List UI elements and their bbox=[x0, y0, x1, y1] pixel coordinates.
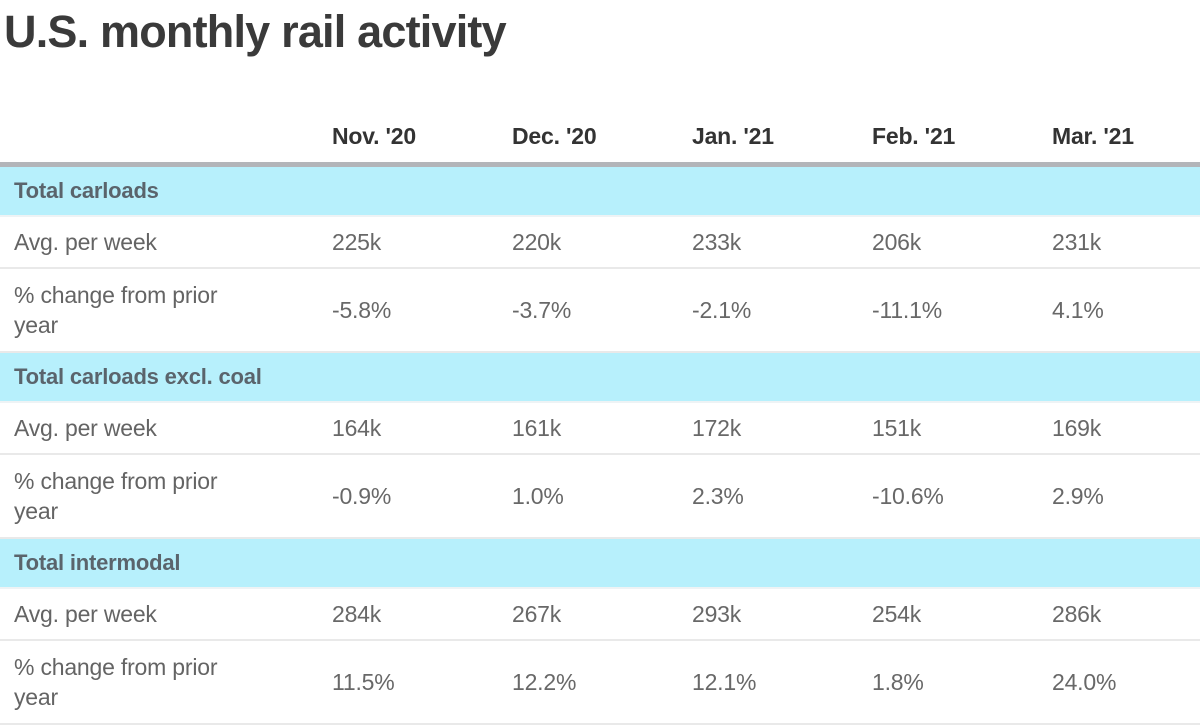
section-header-total-intermodal: Total intermodal bbox=[0, 539, 1200, 589]
value-cell: 220k bbox=[512, 228, 562, 255]
value-cell: 11.5% bbox=[332, 668, 395, 695]
value-cell: -5.8% bbox=[332, 296, 392, 323]
value-cell: -3.7% bbox=[512, 296, 572, 323]
value-cell: 233k bbox=[692, 228, 742, 255]
table-header-row: Nov. '20 Dec. '20 Jan. '21 Feb. '21 Mar.… bbox=[0, 110, 1200, 162]
section-header-total-carloads: Total carloads bbox=[0, 167, 1200, 217]
value-cell: -0.9% bbox=[332, 482, 392, 509]
value-cell: 286k bbox=[1052, 600, 1102, 627]
value-cell: 12.2% bbox=[512, 668, 577, 695]
table-row-carloads-pct-change: % change from prior year -5.8% -3.7% -2.… bbox=[0, 269, 1200, 353]
value-cell: 169k bbox=[1052, 414, 1102, 441]
row-label-avg-per-week: Avg. per week bbox=[14, 414, 157, 441]
table-top-rule bbox=[0, 162, 1200, 167]
value-cell: 293k bbox=[692, 600, 742, 627]
section-header-label: Total intermodal bbox=[14, 550, 181, 575]
value-cell: 4.1% bbox=[1052, 296, 1104, 323]
value-cell: 151k bbox=[872, 414, 922, 441]
value-cell: 161k bbox=[512, 414, 562, 441]
value-cell: 172k bbox=[692, 414, 742, 441]
column-header-jan-21: Jan. '21 bbox=[692, 122, 774, 149]
value-cell: 2.9% bbox=[1052, 482, 1104, 509]
value-cell: 164k bbox=[332, 414, 382, 441]
value-cell: -11.1% bbox=[872, 296, 942, 323]
table-row-intermodal-avg: Avg. per week 284k 267k 293k 254k 286k bbox=[0, 589, 1200, 641]
value-cell: 267k bbox=[512, 600, 562, 627]
section-header-total-carloads-excl-coal: Total carloads excl. coal bbox=[0, 353, 1200, 403]
value-cell: 1.8% bbox=[872, 668, 924, 695]
table-row-excl-coal-pct-change: % change from prior year -0.9% 1.0% 2.3%… bbox=[0, 455, 1200, 539]
value-cell: 206k bbox=[872, 228, 922, 255]
value-cell: 1.0% bbox=[512, 482, 564, 509]
column-header-nov-20: Nov. '20 bbox=[332, 122, 416, 149]
value-cell: 24.0% bbox=[1052, 668, 1117, 695]
row-label-pct-change: % change from prior year bbox=[14, 282, 218, 338]
value-cell: 2.3% bbox=[692, 482, 744, 509]
row-label-pct-change: % change from prior year bbox=[14, 654, 218, 710]
column-header-dec-20: Dec. '20 bbox=[512, 122, 597, 149]
row-label-avg-per-week: Avg. per week bbox=[14, 600, 157, 627]
page-title: U.S. monthly rail activity bbox=[4, 6, 507, 57]
value-cell: 231k bbox=[1052, 228, 1102, 255]
section-header-label: Total carloads bbox=[14, 178, 159, 203]
column-header-feb-21: Feb. '21 bbox=[872, 122, 956, 149]
section-header-label: Total carloads excl. coal bbox=[14, 364, 262, 389]
value-cell: -10.6% bbox=[872, 482, 944, 509]
value-cell: 12.1% bbox=[692, 668, 757, 695]
table-row-carloads-avg: Avg. per week 225k 220k 233k 206k 231k bbox=[0, 217, 1200, 269]
value-cell: 225k bbox=[332, 228, 382, 255]
value-cell: 254k bbox=[872, 600, 922, 627]
column-header-mar-21: Mar. '21 bbox=[1052, 122, 1134, 149]
value-cell: -2.1% bbox=[692, 296, 752, 323]
row-label-avg-per-week: Avg. per week bbox=[14, 228, 157, 255]
table-row-intermodal-pct-change: % change from prior year 11.5% 12.2% 12.… bbox=[0, 641, 1200, 725]
table-row-excl-coal-avg: Avg. per week 164k 161k 172k 151k 169k bbox=[0, 403, 1200, 455]
value-cell: 284k bbox=[332, 600, 382, 627]
row-label-pct-change: % change from prior year bbox=[14, 468, 218, 524]
